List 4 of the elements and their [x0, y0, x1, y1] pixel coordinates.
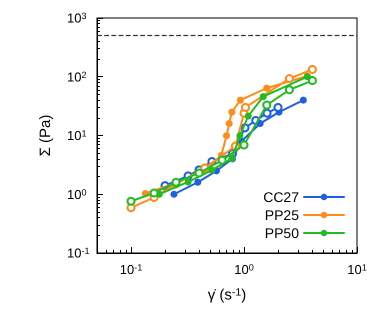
legend-label: PP50 — [264, 225, 300, 241]
legend-label: CC27 — [263, 189, 300, 205]
legend-label: PP25 — [264, 207, 300, 223]
y-axis-title: Σ (Pa) — [37, 114, 54, 156]
